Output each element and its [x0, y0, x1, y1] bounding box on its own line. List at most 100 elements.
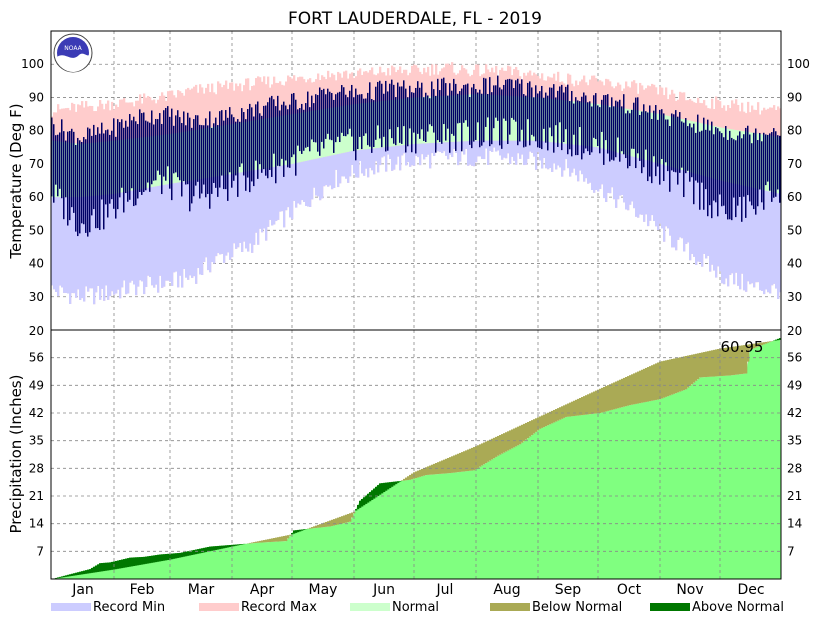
record-min-bar [483, 140, 486, 160]
observed-bar [209, 111, 211, 209]
below-normal-bar [425, 467, 428, 476]
observed-bar [191, 127, 193, 204]
record-min-bar [767, 191, 770, 293]
record-min-bar [355, 150, 358, 178]
record-min-bar [495, 140, 498, 152]
record-min-bar [443, 142, 446, 152]
observed-bar [345, 94, 347, 137]
below-normal-bar [347, 513, 350, 523]
below-normal-bar [525, 422, 528, 440]
below-normal-bar [273, 538, 276, 542]
above-normal-bar [291, 533, 294, 535]
chart-title: FORT LAUDERDALE, FL - 2019 [288, 9, 542, 29]
above-normal-bar [203, 547, 206, 553]
observed-bar [699, 131, 701, 210]
below-normal-bar [249, 542, 252, 544]
observed-bar [683, 122, 685, 198]
below-normal-bar [579, 397, 582, 416]
record-min-bar [623, 154, 626, 203]
below-normal-bar [447, 457, 450, 474]
record-min-bar [135, 189, 138, 296]
observed-bar [183, 111, 185, 182]
record-min-bar [477, 140, 480, 157]
observed-bar [169, 116, 171, 189]
above-normal-bar [367, 493, 370, 503]
above-normal-bar [93, 566, 96, 573]
record-min-bar [427, 143, 430, 155]
below-normal-bar [701, 352, 704, 378]
observed-bar [217, 125, 219, 197]
below-normal-bar [707, 351, 710, 377]
precipitation-y-ticks: 7 7 14 14 21 21 28 28 35 35 42 42 49 49 56 56 20 20 [29, 324, 803, 558]
above-normal-bar [141, 556, 144, 565]
below-normal-bar [403, 478, 406, 481]
record-min-bar [673, 167, 676, 248]
month-label: Jan [71, 582, 94, 598]
record-min-bar [197, 179, 200, 269]
above-normal-bar [365, 495, 368, 504]
above-normal-bar [103, 562, 106, 572]
record-min-bar [707, 177, 710, 256]
record-min-bar [63, 197, 66, 293]
below-normal-bar [253, 542, 256, 544]
above-normal-bar [161, 554, 164, 562]
below-normal-bar [573, 400, 576, 417]
below-normal-bar [325, 521, 328, 527]
above-normal-bar [207, 547, 210, 552]
record-min-bar [405, 144, 408, 166]
observed-bar [617, 101, 619, 138]
record-min-bar [317, 158, 320, 197]
below-normal-bar [333, 519, 336, 526]
above-normal-bar [87, 569, 90, 574]
record-min-bar [349, 151, 352, 177]
month-label: Jul [436, 582, 454, 598]
observed-bar [517, 78, 519, 146]
observed-bar [55, 135, 57, 185]
observed-bar [663, 113, 665, 182]
record-min-bar [119, 192, 122, 299]
record-min-bar [731, 183, 734, 274]
below-normal-bar [721, 348, 724, 376]
observed-bar [175, 115, 177, 173]
observed-bar [197, 115, 199, 182]
observed-bar [219, 111, 221, 188]
observed-bar [495, 85, 497, 118]
observed-bar [493, 85, 495, 129]
observed-bar [689, 123, 691, 182]
record-min-bar [667, 166, 670, 229]
observed-bar [627, 110, 629, 169]
observed-bar [409, 85, 411, 129]
observed-bar [63, 131, 65, 220]
record-min-bar [53, 197, 56, 290]
observed-bar [347, 97, 349, 135]
record-min-bar [263, 168, 266, 229]
record-min-bar [613, 151, 616, 200]
record-min-bar [133, 190, 136, 285]
above-normal-bar [133, 557, 136, 566]
record-min-bar [203, 178, 206, 262]
observed-bar [95, 134, 97, 229]
observed-bar [233, 117, 235, 181]
above-normal-bar [139, 557, 142, 565]
below-normal-bar [459, 452, 462, 472]
observed-bar [303, 109, 305, 151]
observed-bar [735, 140, 737, 218]
record-min-bar [625, 154, 628, 210]
record-min-bar [81, 196, 84, 299]
observed-bar [173, 125, 175, 174]
precip-ytick-left: 35 [29, 434, 44, 448]
observed-bar [411, 92, 413, 153]
observed-bar [779, 135, 781, 203]
below-normal-bar [657, 362, 660, 400]
below-normal-bar [665, 360, 668, 397]
observed-bar [571, 90, 573, 157]
record-min-bar [747, 186, 750, 282]
below-normal-bar [731, 346, 734, 376]
observed-bar [247, 109, 249, 178]
observed-bar [393, 84, 395, 144]
observed-bar [507, 79, 509, 145]
record-min-bar [631, 156, 634, 202]
record-min-bar [765, 190, 768, 290]
observed-bar [405, 88, 407, 153]
record-min-bar [337, 154, 340, 188]
